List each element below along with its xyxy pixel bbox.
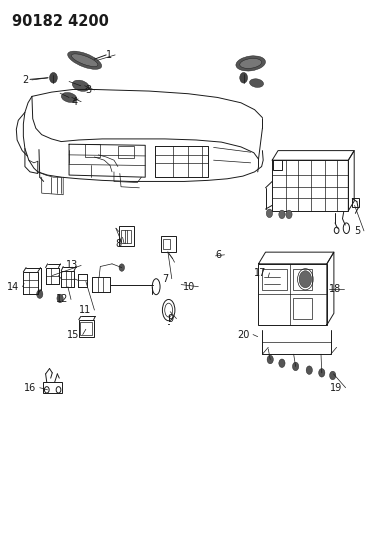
Ellipse shape: [319, 368, 325, 377]
Ellipse shape: [236, 56, 265, 71]
Text: 16: 16: [24, 383, 36, 393]
Bar: [163, 239, 170, 249]
Ellipse shape: [279, 359, 285, 368]
Text: 18: 18: [329, 284, 341, 294]
Text: 8: 8: [115, 239, 121, 248]
Ellipse shape: [240, 72, 248, 83]
Text: 7: 7: [162, 274, 169, 284]
Text: 4: 4: [72, 96, 78, 107]
Bar: [80, 322, 92, 335]
Ellipse shape: [266, 209, 272, 217]
Ellipse shape: [250, 79, 263, 87]
Ellipse shape: [267, 356, 273, 364]
Bar: [272, 160, 348, 211]
Text: 12: 12: [56, 294, 68, 304]
Text: 5: 5: [355, 226, 361, 236]
Bar: [293, 298, 312, 319]
Text: 14: 14: [7, 282, 20, 292]
Ellipse shape: [306, 366, 312, 374]
Text: 19: 19: [330, 383, 343, 393]
Ellipse shape: [72, 80, 89, 91]
Ellipse shape: [71, 54, 98, 67]
Text: 13: 13: [66, 261, 78, 270]
Text: 20: 20: [238, 329, 250, 340]
Ellipse shape: [299, 271, 312, 288]
Text: 15: 15: [67, 329, 80, 340]
Bar: [85, 144, 100, 157]
Bar: [161, 236, 176, 252]
Bar: [261, 269, 287, 290]
Text: 9: 9: [167, 313, 173, 324]
Ellipse shape: [61, 93, 77, 102]
Text: 17: 17: [254, 268, 266, 278]
Ellipse shape: [240, 59, 261, 68]
Ellipse shape: [119, 264, 125, 271]
Ellipse shape: [49, 72, 57, 83]
Ellipse shape: [292, 362, 299, 370]
Bar: [79, 320, 94, 337]
Text: 90182 4200: 90182 4200: [13, 14, 109, 29]
Bar: [293, 269, 312, 290]
Bar: [352, 198, 359, 207]
Ellipse shape: [57, 294, 63, 303]
Text: 6: 6: [215, 250, 221, 260]
Text: 1: 1: [106, 50, 112, 60]
Bar: [273, 160, 282, 169]
Text: 11: 11: [79, 305, 91, 315]
Text: 3: 3: [85, 85, 91, 95]
Bar: [43, 382, 62, 393]
Ellipse shape: [279, 210, 285, 219]
Bar: [119, 226, 134, 246]
Ellipse shape: [36, 290, 43, 298]
Ellipse shape: [330, 371, 336, 379]
Text: 10: 10: [183, 282, 195, 292]
Bar: [118, 146, 134, 158]
Ellipse shape: [68, 51, 102, 69]
Text: 2: 2: [23, 75, 29, 85]
Bar: [258, 264, 327, 325]
Bar: [121, 230, 131, 243]
Ellipse shape: [286, 210, 292, 219]
